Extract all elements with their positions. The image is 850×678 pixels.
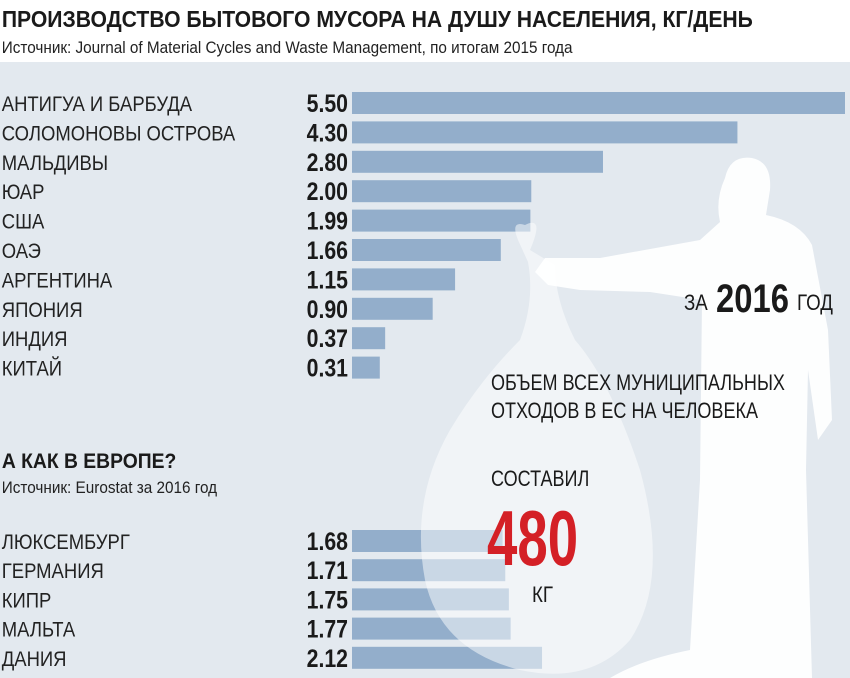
category-label: ЛЮКСЕМБУРГ <box>2 531 130 554</box>
callout-line3: СОСТАВИЛ <box>491 467 589 491</box>
value-label: 1.99 <box>307 207 348 235</box>
callout-year-prefix: ЗА <box>684 292 708 316</box>
bar <box>352 356 380 379</box>
world-bars: АНТИГУА И БАРБУДА 5.50 СОЛОМОНОВЫ ОСТРОВА 4… <box>2 89 845 382</box>
bar <box>352 209 531 232</box>
value-label: 1.15 <box>307 266 348 294</box>
value-label: 0.90 <box>307 295 348 323</box>
category-label: КИПР <box>2 589 52 612</box>
value-label: 2.00 <box>307 178 348 206</box>
value-label: 4.30 <box>307 119 348 147</box>
chart-subtitle: Источник: Journal of Material Cycles and… <box>2 38 573 57</box>
bar <box>352 92 845 114</box>
category-label: АРГЕНТИНА <box>2 269 113 292</box>
category-label: КИТАЙ <box>2 355 62 380</box>
value-label: 1.66 <box>307 236 348 264</box>
category-label: ЮАР <box>2 181 45 204</box>
callout-line2: ОТХОДОВ В ЕС НА ЧЕЛОВЕКА <box>491 399 759 423</box>
bar <box>352 239 501 261</box>
bar <box>352 180 532 203</box>
category-label: ИНДИЯ <box>2 328 68 351</box>
europe-title: А КАК В ЕВРОПЕ? <box>2 450 176 473</box>
value-label: 5.50 <box>307 89 348 117</box>
callout-line1: ОБЪЕМ ВСЕХ МУНИЦИПАЛЬНЫХ <box>491 371 785 395</box>
value-label: 1.71 <box>307 557 348 585</box>
bar <box>352 327 386 350</box>
callout-value: 480 <box>487 495 578 582</box>
value-label: 0.37 <box>307 325 348 353</box>
bar <box>352 150 603 173</box>
value-label: 2.80 <box>307 148 348 176</box>
bar <box>352 121 738 144</box>
callout-year-suffix: ГОД <box>797 292 833 316</box>
value-label: 2.12 <box>307 644 348 672</box>
callout-year: 2016 <box>716 276 789 321</box>
bar <box>352 268 456 291</box>
person-silhouette-icon <box>535 157 832 678</box>
category-label: США <box>2 211 45 234</box>
category-label: ОАЭ <box>2 240 41 263</box>
trash-bag-icon <box>420 222 653 674</box>
category-label: МАЛЬТА <box>2 619 76 642</box>
category-label: ДАНИЯ <box>2 648 67 671</box>
category-label: МАЛЬДИВЫ <box>2 152 108 175</box>
category-label: ЯПОНИЯ <box>2 299 83 322</box>
europe-subtitle: Источник: Eurostat за 2016 год <box>2 478 218 497</box>
category-label: АНТИГУА И БАРБУДА <box>2 93 193 116</box>
value-label: 1.77 <box>307 615 348 643</box>
value-label: 0.31 <box>307 354 348 382</box>
category-label: ГЕРМАНИЯ <box>2 560 104 583</box>
callout-unit: КГ <box>532 584 553 608</box>
chart-title: ПРОИЗВОДСТВО БЫТОВОГО МУСОРА НА ДУШУ НАС… <box>2 6 753 32</box>
bar <box>352 297 433 320</box>
category-label: СОЛОМОНОВЫ ОСТРОВА <box>2 122 236 145</box>
value-label: 1.68 <box>307 527 348 555</box>
value-label: 1.75 <box>307 586 348 614</box>
